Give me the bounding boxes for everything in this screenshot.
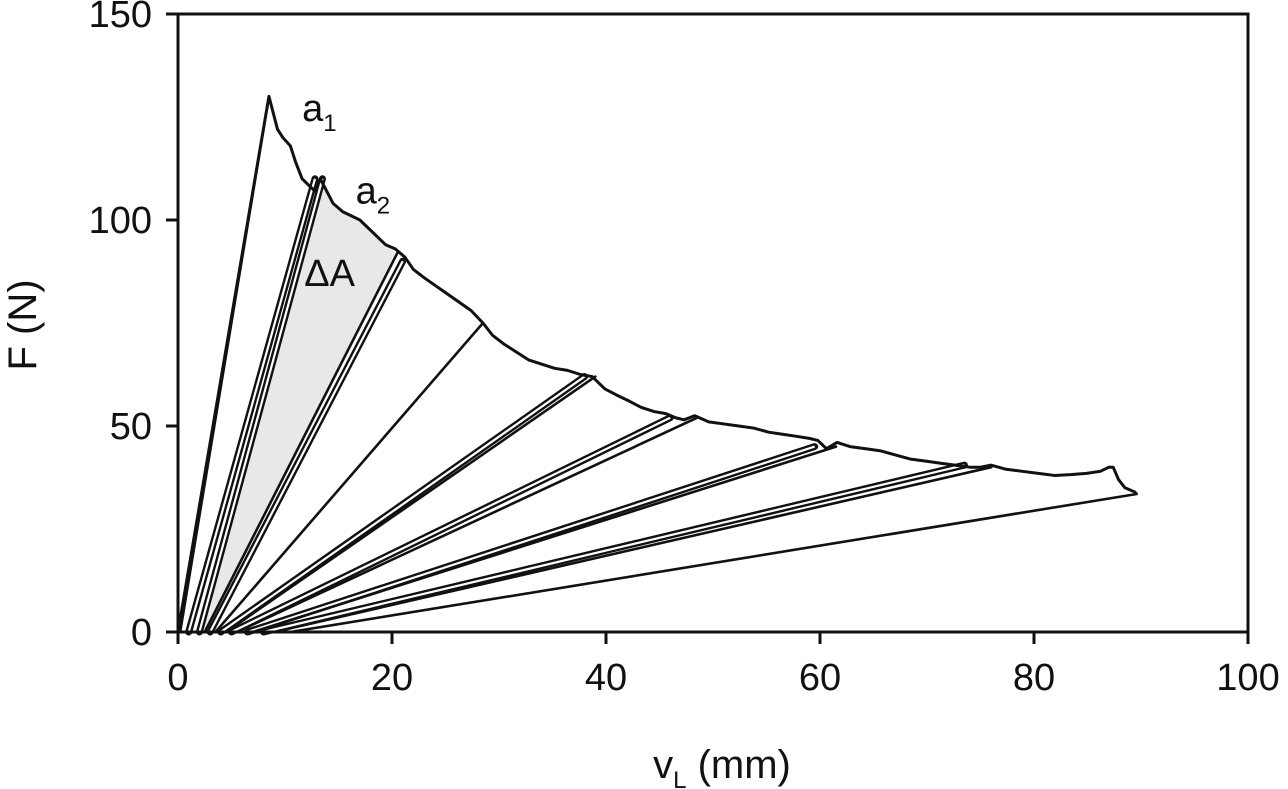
x-tick-label: 100 (1216, 657, 1279, 699)
unloading-line-gap-3 (198, 178, 324, 633)
x-tick-label: 0 (167, 657, 188, 699)
unloading-line-10 (235, 416, 699, 634)
unloading-line-4 (203, 251, 399, 634)
x-tick-label: 40 (585, 657, 627, 699)
unloading-line-gap-9 (231, 416, 671, 633)
annotation-1: a1 (302, 88, 337, 137)
y-axis-title: F (N) (1, 279, 45, 370)
annotation-3: ΔA (304, 253, 355, 295)
shaded-region (199, 178, 396, 633)
unloading-line-12 (251, 445, 838, 634)
y-tick-label: 0 (131, 612, 152, 654)
unloading-line-gap-5 (209, 260, 404, 633)
x-tick-label: 20 (371, 657, 413, 699)
y-tick-label: 50 (110, 406, 152, 448)
y-tick-label: 100 (89, 200, 152, 242)
unloading-line-gap-13 (263, 464, 965, 634)
plot-area (176, 94, 1139, 636)
unloading-line-gap-11 (247, 445, 815, 634)
y-tick-label: 150 (89, 0, 152, 36)
unloading-line-6 (214, 321, 485, 634)
unloading-line-gap-7 (220, 375, 586, 633)
annotation-2: a2 (356, 171, 391, 220)
envelope-curve (176, 94, 1138, 633)
axis-ticks: 0 20 40 60 80 100 0 50 100 150 (89, 0, 1280, 699)
x-tick-label: 80 (1013, 657, 1055, 699)
x-axis-title: vL (mm) (653, 743, 791, 789)
x-tick-label: 60 (799, 657, 841, 699)
unloading-line-8 (224, 375, 597, 634)
unloading-line-15 (289, 492, 1139, 634)
unloading-line-14 (272, 465, 993, 634)
plot-frame (176, 12, 1250, 634)
unloading-line-gap-2 (187, 178, 317, 633)
